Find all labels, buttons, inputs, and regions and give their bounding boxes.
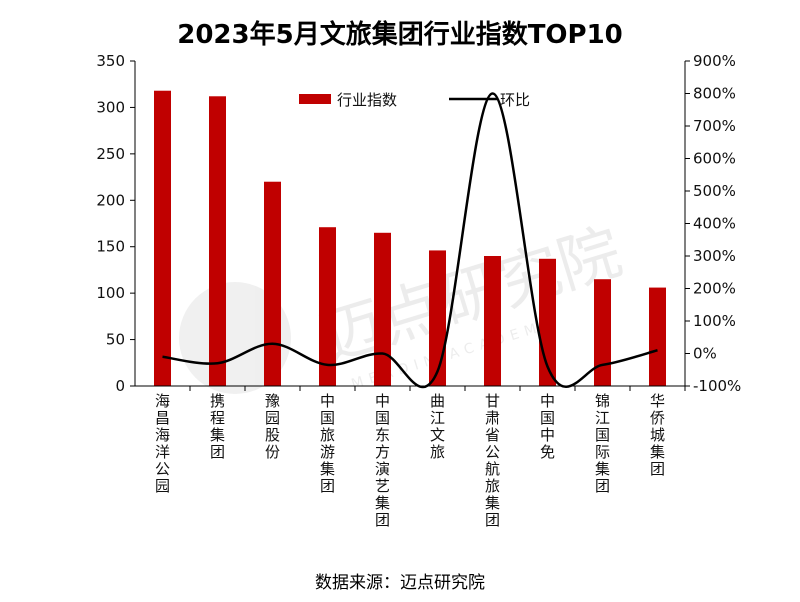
category-label-10: 华侨城集团 [650,392,665,478]
y-left-tick-label: 300 [96,98,125,116]
category-label-7: 甘肃省公航旅集团 [485,392,500,529]
y-right-tick-label: 400% [693,215,736,233]
line-series-huanbi [162,92,658,389]
y-left-tick-label: 350 [96,52,125,70]
y-right-tick-label: 600% [693,150,736,168]
bar-6 [429,250,446,386]
legend-swatch-bar [299,94,331,104]
y-right-tick-label: -100% [693,377,741,395]
axes-layer: 0 50 100 150 200 250 300 350 -100% 0% 100% 200% 300%… [96,52,741,529]
bar-3 [264,181,281,386]
y-right-tick-label: 200% [693,280,736,298]
y-right-tick-label: 300% [693,247,736,265]
y-right-tick-label: 900% [693,52,736,70]
line-layer [162,92,658,389]
chart-title: 2023年5月文旅集团行业指数TOP10 [177,20,623,50]
category-label-8: 中国中免 [540,392,555,461]
legend: 行业指数 环比 [299,91,530,109]
y-right-tick-label: 100% [693,312,736,330]
category-label-6: 曲江文旅 [430,392,445,461]
bar-2 [209,96,226,387]
category-label-9: 锦江国际集团 [595,392,610,495]
bar-1 [154,90,171,386]
y-right-tick-label: 800% [693,85,736,103]
bar-9 [594,279,611,386]
y-right-tick-label: 500% [693,182,736,200]
category-label-2: 携程集团 [210,392,225,461]
y-right-tick-label: 700% [693,117,736,135]
bars-layer [154,90,666,387]
y-left-tick-label: 200 [96,191,125,209]
bar-7 [484,256,501,386]
watermark: 迈点研究院 MEADIN ACADEMY [179,215,630,394]
y-right-tick-label: 0% [693,345,717,363]
y-left-tick-label: 250 [96,145,125,163]
category-label-5: 中国东方演艺集团 [375,392,390,529]
source-note: 数据来源：迈点研究院 [315,573,485,593]
y-left-tick-label: 150 [96,238,125,256]
category-label-1: 海昌海洋公园 [155,392,170,495]
y-left-tick-label: 0 [115,377,125,395]
bar-10 [649,287,666,386]
category-label-4: 中国旅游集团 [320,392,335,495]
bar-5 [374,232,391,386]
legend-label-bar: 行业指数 [337,91,397,109]
category-label-3: 豫园股份 [265,392,280,461]
bar-4 [319,227,336,386]
y-left-tick-label: 100 [96,284,125,302]
legend-label-line: 环比 [500,91,530,109]
y-left-tick-label: 50 [106,331,125,349]
